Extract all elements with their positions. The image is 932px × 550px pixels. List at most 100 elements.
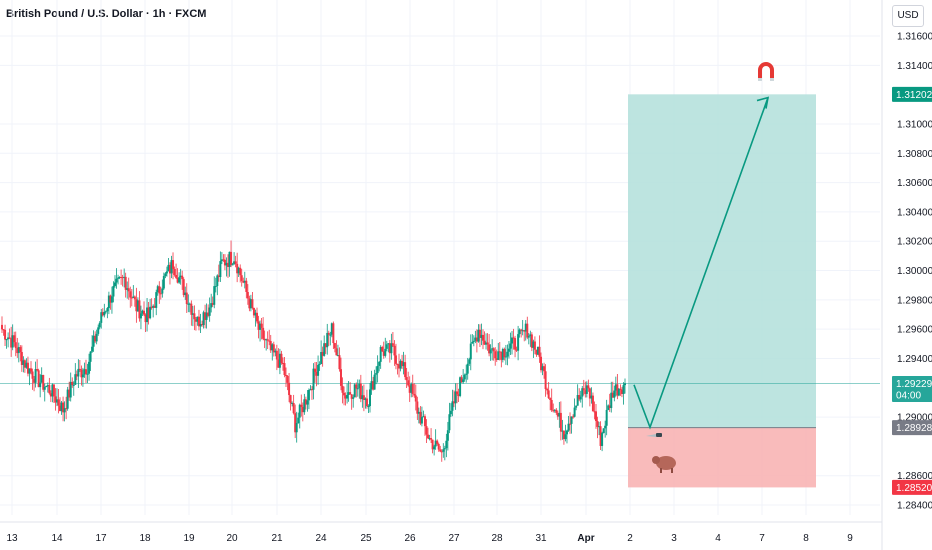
candle-body	[45, 385, 48, 387]
candle-body	[193, 313, 196, 320]
candle-body	[149, 306, 152, 319]
candle-body	[544, 371, 547, 389]
candle-body	[509, 343, 512, 349]
candle-body	[20, 352, 23, 365]
price-axis[interactable]: 1.31600 1.31400 1.31000 1.30800 1.30600 1.304…	[881, 0, 932, 550]
candle-body	[220, 259, 223, 262]
candle-body	[141, 310, 144, 314]
candle-body	[472, 340, 475, 342]
projection-arrow	[633, 96, 770, 430]
candle-body	[22, 360, 25, 365]
candle-body	[448, 414, 451, 431]
candle-body	[101, 312, 104, 316]
candle-body	[104, 311, 107, 313]
candle-body	[10, 338, 13, 348]
chart-title: British Pound / U.S. Dollar · 1h · FXCM	[6, 8, 207, 20]
candle-body	[260, 323, 263, 328]
candle-body	[483, 340, 486, 345]
candle-body	[314, 368, 317, 372]
candle-body	[408, 385, 411, 393]
candle-body	[540, 356, 543, 371]
candle-body	[556, 412, 559, 417]
candle-body	[422, 416, 425, 418]
candle-body	[440, 451, 443, 453]
candle-body	[234, 261, 237, 264]
current-price-badge-countdown: 04:00	[896, 390, 921, 401]
candle-body	[379, 347, 382, 362]
candle-body	[446, 430, 449, 441]
currency-button[interactable]: USD	[892, 5, 924, 27]
candle-body	[8, 337, 11, 339]
candle-body	[547, 390, 550, 399]
candle-body	[523, 330, 526, 332]
stop-zone	[628, 427, 816, 488]
candle-body	[478, 329, 481, 338]
time-tick-label: 9	[847, 533, 853, 544]
candle-body	[225, 262, 228, 266]
candle-body	[164, 273, 167, 277]
candle-body	[477, 329, 480, 342]
candle-body	[297, 417, 300, 424]
time-axis[interactable]: 13 14 17 18 19 20 21 24 25 26 27 28 31 Apr 2 3 4 7 8 9	[0, 521, 882, 544]
candle-body	[324, 343, 327, 348]
candle-body	[222, 259, 225, 261]
candle-body	[136, 300, 139, 312]
candle-body	[118, 276, 121, 278]
candle-body	[486, 342, 489, 345]
entry-badge-bg	[892, 420, 932, 436]
candle-body	[346, 394, 349, 399]
candle-body	[178, 277, 181, 283]
candle-body	[74, 374, 77, 385]
candle-body	[107, 295, 110, 309]
candle-body	[622, 385, 625, 394]
candle-body	[320, 352, 323, 364]
candle-body	[401, 360, 404, 367]
stop-badge-label: 1.28520	[896, 483, 932, 494]
candle-body	[549, 398, 552, 400]
candle-body	[326, 332, 329, 348]
candle-body	[236, 263, 239, 274]
candle-body	[315, 371, 318, 376]
candle-body	[205, 312, 208, 320]
candle-body	[150, 306, 153, 308]
candle-body	[187, 303, 190, 305]
candle-body	[92, 335, 95, 347]
candle-body	[462, 379, 465, 383]
candle-body	[49, 393, 52, 397]
candle-body	[274, 350, 277, 353]
candle-body	[517, 334, 520, 351]
candle-body	[240, 275, 243, 281]
candle-body	[147, 307, 150, 319]
candle-body	[481, 334, 484, 341]
candle-body	[598, 426, 601, 428]
candle-body	[55, 399, 58, 403]
candle-body	[291, 403, 294, 405]
candle-body	[624, 383, 626, 386]
candle-body	[34, 369, 37, 383]
time-tick-label: 31	[535, 533, 547, 544]
candle-body	[19, 347, 22, 353]
candle-body	[329, 334, 332, 336]
candle-body	[68, 389, 71, 398]
candle-body	[480, 334, 483, 338]
candle-body	[77, 368, 80, 377]
candle-body	[518, 329, 521, 335]
candle-body	[327, 332, 330, 335]
candle-body	[263, 338, 266, 341]
candle-body	[213, 286, 216, 305]
candle-body	[25, 362, 28, 368]
candle-body	[1, 324, 3, 330]
candle-body	[72, 384, 75, 386]
candle-body	[410, 384, 413, 393]
candle-body	[88, 361, 91, 374]
candle-body	[469, 343, 472, 360]
candle-body	[106, 308, 109, 312]
candle-body	[497, 351, 500, 360]
candle-body	[356, 388, 359, 390]
time-tick-label: 8	[803, 533, 809, 544]
candle-body	[350, 394, 353, 399]
candle-body	[607, 405, 610, 410]
candle-body	[272, 344, 275, 353]
candle-body	[231, 264, 234, 266]
